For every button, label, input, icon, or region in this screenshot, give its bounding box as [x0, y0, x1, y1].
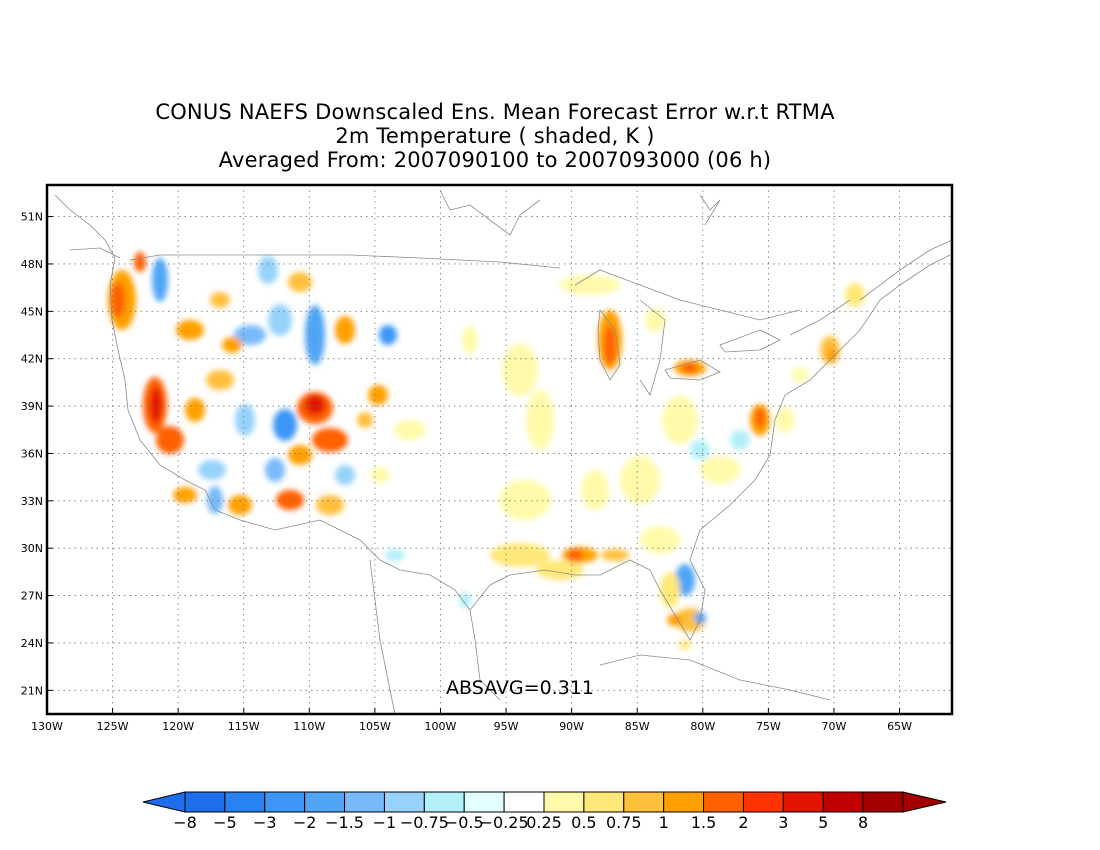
colorbar-swatch: [423, 791, 465, 813]
colorbar-tick-label: −1.5: [325, 813, 364, 832]
lon-tick-label: 110W: [293, 720, 325, 733]
lon-tick-label: 125W: [97, 720, 129, 733]
lon-tick-label: 105W: [359, 720, 391, 733]
colorbar-swatch: [224, 791, 266, 813]
title-line-3: Averaged From: 2007090100 to 2007093000 …: [218, 148, 772, 172]
lat-tick-label: 21N: [21, 684, 43, 697]
colorbar-swatch: [304, 791, 346, 813]
lon-tick-label: 120W: [162, 720, 194, 733]
colorbar-swatch: [782, 791, 824, 813]
map-background: [47, 185, 952, 714]
colorbar-tick-label: 8: [858, 813, 868, 832]
lon-tick-label: 95W: [494, 720, 519, 733]
lon-tick-label: 130W: [31, 720, 63, 733]
colorbar-low-arrow: [142, 791, 186, 813]
colorbar-swatch: [742, 791, 784, 813]
latitude-labels: 51N 48N 45N 42N 39N 36N 33N 30N 27N 24N 21N: [21, 211, 43, 698]
colorbar-swatch: [623, 791, 665, 813]
colorbar-tick-label: 1.5: [691, 813, 716, 832]
lat-tick-label: 45N: [21, 305, 43, 318]
colorbar-swatch: [703, 791, 744, 813]
title-block: CONUS NAEFS Downscaled Ens. Mean Forecas…: [0, 100, 990, 172]
lon-tick-label: 75W: [756, 720, 781, 733]
title-line-1: CONUS NAEFS Downscaled Ens. Mean Forecas…: [155, 100, 835, 124]
lon-tick-label: 90W: [559, 720, 584, 733]
colorbar-tick-label: 1: [659, 813, 669, 832]
map-frame: [45, 183, 954, 716]
lat-tick-label: 39N: [21, 400, 43, 413]
colorbar-swatch: [663, 791, 705, 813]
grid-lines: [46, 185, 952, 714]
colorbar-tick-label: 0.25: [526, 813, 562, 832]
colorbar-swatch: [503, 791, 545, 813]
temperature-error-field: [108, 252, 865, 650]
colorbar-swatch: [264, 791, 306, 813]
lon-tick-label: 80W: [690, 720, 715, 733]
colorbar-swatch: [383, 791, 425, 813]
colorbar-tick-label: −0.75: [400, 813, 449, 832]
colorbar-swatch: [184, 791, 226, 813]
colorbar-swatch: [862, 791, 904, 813]
longitude-labels: 130W 125W 120W 115W 110W 105W 100W 95W 90W 85W 80W…: [31, 720, 912, 733]
lon-tick-label: 115W: [228, 720, 260, 733]
colorbar-tick-label: −3: [253, 813, 277, 832]
lon-tick-label: 70W: [822, 720, 847, 733]
lon-tick-label: 85W: [625, 720, 650, 733]
colorbar-tick-label: 3: [778, 813, 788, 832]
colorbar-swatch: [583, 791, 625, 813]
colorbar-tick-label: 0.75: [606, 813, 642, 832]
colorbar-swatch: [344, 791, 385, 813]
lat-tick-label: 42N: [21, 353, 43, 366]
absavg-label: ABSAVG=0.311: [446, 677, 594, 699]
coastlines: [54, 189, 952, 714]
lat-tick-label: 30N: [21, 542, 43, 555]
title-line-2: 2m Temperature ( shaded, K ): [335, 124, 655, 148]
colorbar-swatch: [822, 791, 864, 813]
colorbar-tick-label: 0.5: [571, 813, 596, 832]
colorbar-tick-label: −0.25: [480, 813, 529, 832]
lat-tick-label: 27N: [21, 590, 43, 603]
colorbar: [142, 791, 947, 813]
lon-tick-label: 65W: [887, 720, 912, 733]
colorbar-tick-label: −8: [173, 813, 197, 832]
lat-tick-label: 36N: [21, 447, 43, 460]
lat-tick-label: 24N: [21, 637, 43, 650]
lat-tick-label: 33N: [21, 495, 43, 508]
colorbar-tick-label: −5: [213, 813, 237, 832]
colorbar-swatch: [543, 791, 585, 813]
colorbar-swatch: [463, 791, 505, 813]
colorbar-tick-label: −0.5: [445, 813, 484, 832]
colorbar-high-arrow: [902, 791, 947, 813]
lon-tick-label: 100W: [425, 720, 457, 733]
colorbar-tick-label: −1: [373, 813, 397, 832]
colorbar-tick-label: 2: [738, 813, 748, 832]
lat-tick-label: 48N: [21, 258, 43, 271]
colorbar-tick-label: 5: [818, 813, 828, 832]
lat-tick-label: 51N: [21, 211, 43, 224]
colorbar-labels: −8 −5 −3 −2 −1.5 −1 −0.75−0.5−0.250.25 0.5 0.75 1…: [173, 813, 868, 832]
colorbar-tick-label: −2: [293, 813, 317, 832]
